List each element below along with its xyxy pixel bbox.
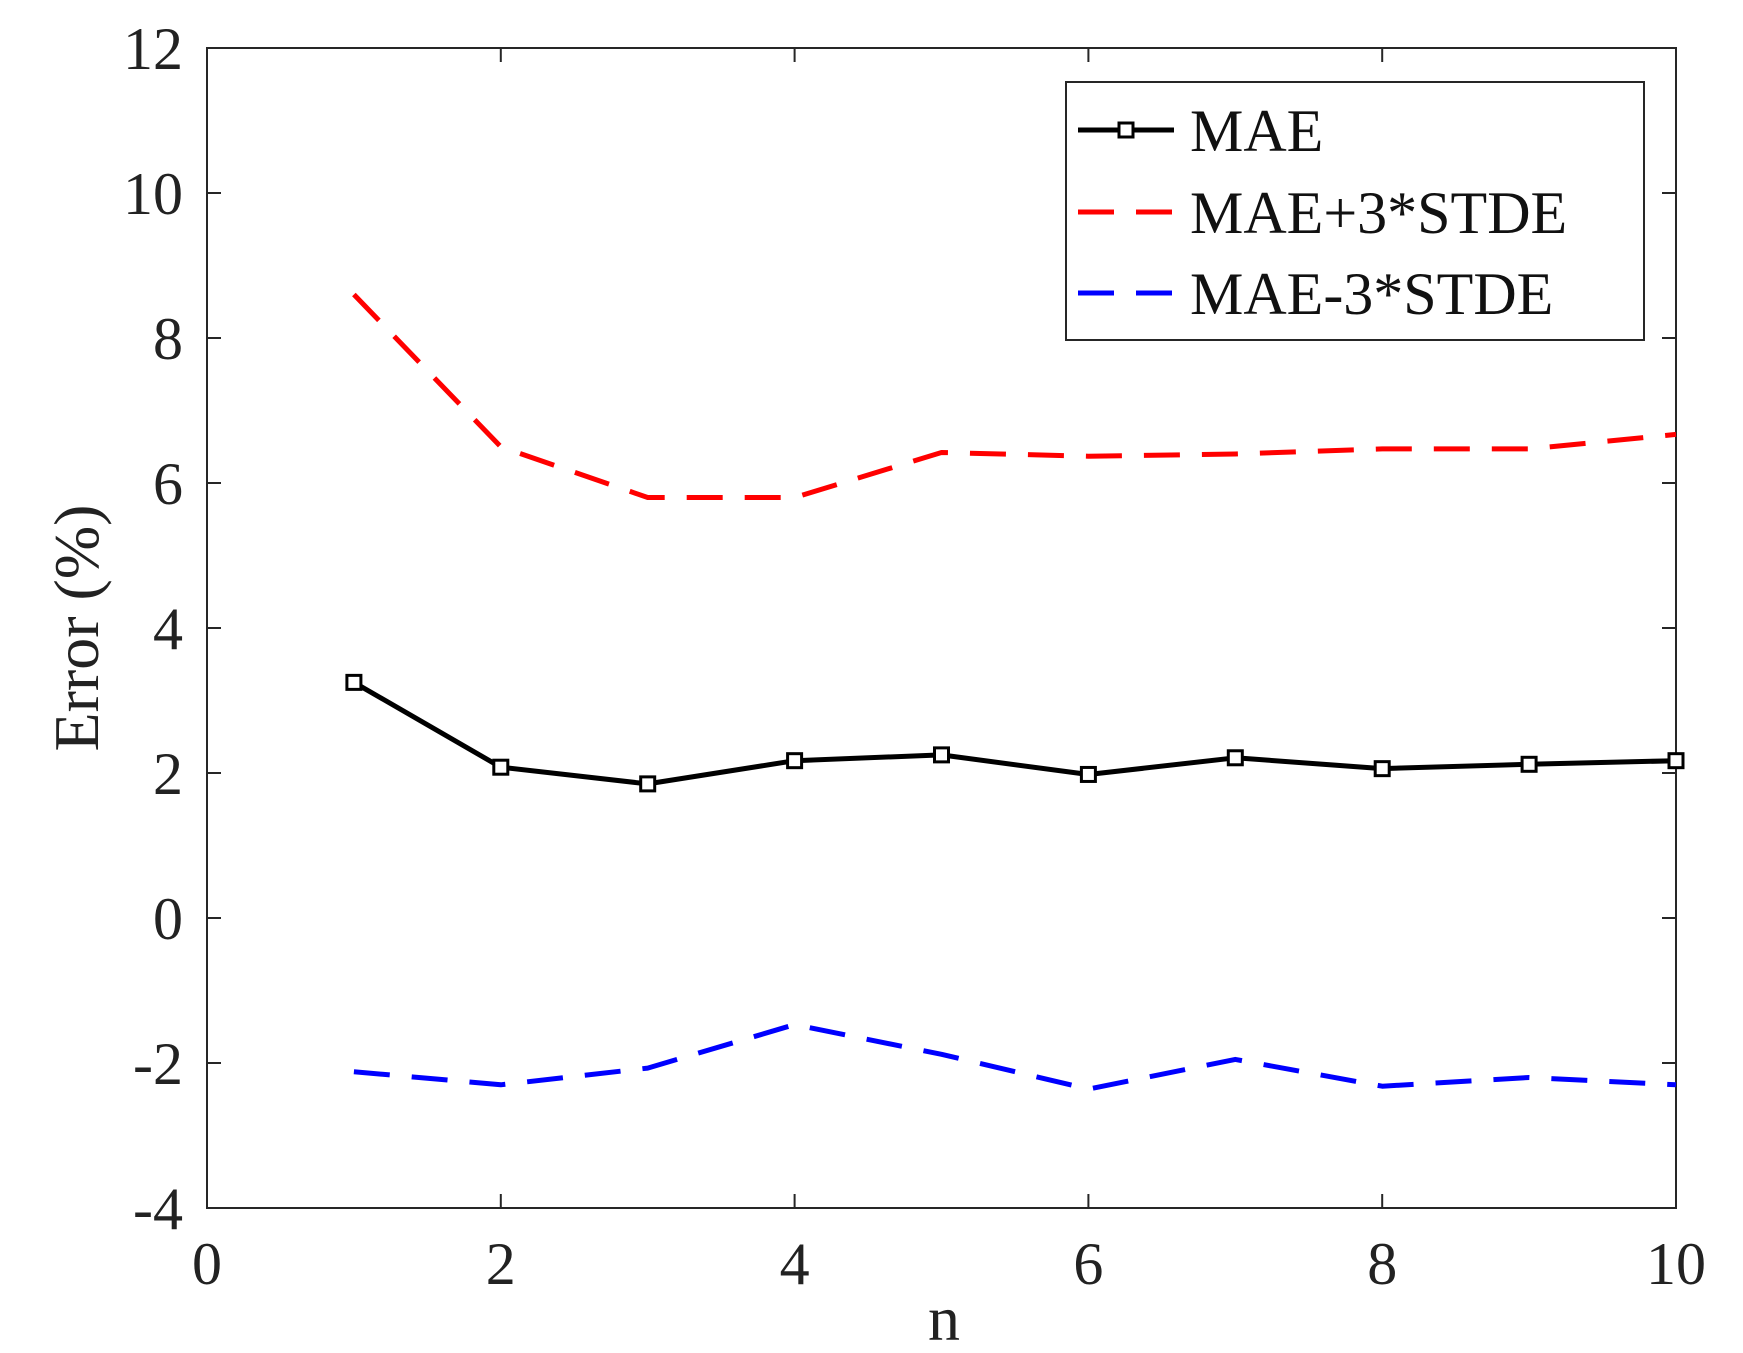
y-tick-label: 4	[153, 596, 183, 662]
series-line-mae	[352, 680, 1677, 787]
x-tick-label: 4	[780, 1231, 810, 1297]
x-tick-label: 2	[486, 1231, 516, 1297]
series-line-mae-3-stde	[352, 292, 1677, 500]
data-point-mae	[1520, 755, 1538, 773]
data-point-mae	[933, 746, 950, 764]
legend-label: MAE+3*STDE	[1190, 180, 1567, 246]
y-tick-label: 2	[153, 741, 183, 807]
series-line-mae-3-stde	[353, 1022, 1677, 1092]
data-point-mae	[345, 673, 363, 691]
data-point-mae	[639, 775, 657, 793]
y-tick-label: -4	[133, 1176, 183, 1242]
legend-label: MAE	[1190, 98, 1323, 164]
y-tick-label: 6	[153, 451, 183, 517]
x-tick-label: 10	[1646, 1231, 1706, 1297]
y-tick-label: -2	[133, 1031, 183, 1097]
x-tick-label: 0	[192, 1231, 222, 1297]
series-layer	[345, 292, 1685, 1092]
data-point-mae	[1226, 749, 1244, 767]
data-point-mae	[1373, 760, 1391, 778]
data-point-mae	[492, 758, 510, 776]
x-ticks: 0 2 4 6 8 10	[192, 48, 1706, 1297]
y-ticks: -4 -2 0 2 4 6 8 10 12	[123, 16, 1676, 1242]
legend-marker	[1117, 121, 1135, 139]
data-point-mae	[786, 752, 804, 770]
legend-label: MAE-3*STDE	[1190, 261, 1553, 327]
y-tick-label: 10	[123, 161, 183, 227]
x-axis-title: n	[928, 1283, 960, 1353]
x-tick-label: 8	[1367, 1231, 1397, 1297]
y-tick-label: 8	[153, 306, 183, 372]
y-tick-label: 0	[153, 886, 183, 952]
legend: MAE MAE+3*STDE MAE-3*STDE	[1065, 81, 1645, 341]
x-tick-label: 6	[1073, 1231, 1103, 1297]
y-axis-title: Error (%)	[41, 505, 112, 752]
data-point-mae	[1079, 765, 1097, 783]
data-point-mae	[1667, 752, 1685, 770]
y-tick-label: 12	[123, 16, 183, 82]
